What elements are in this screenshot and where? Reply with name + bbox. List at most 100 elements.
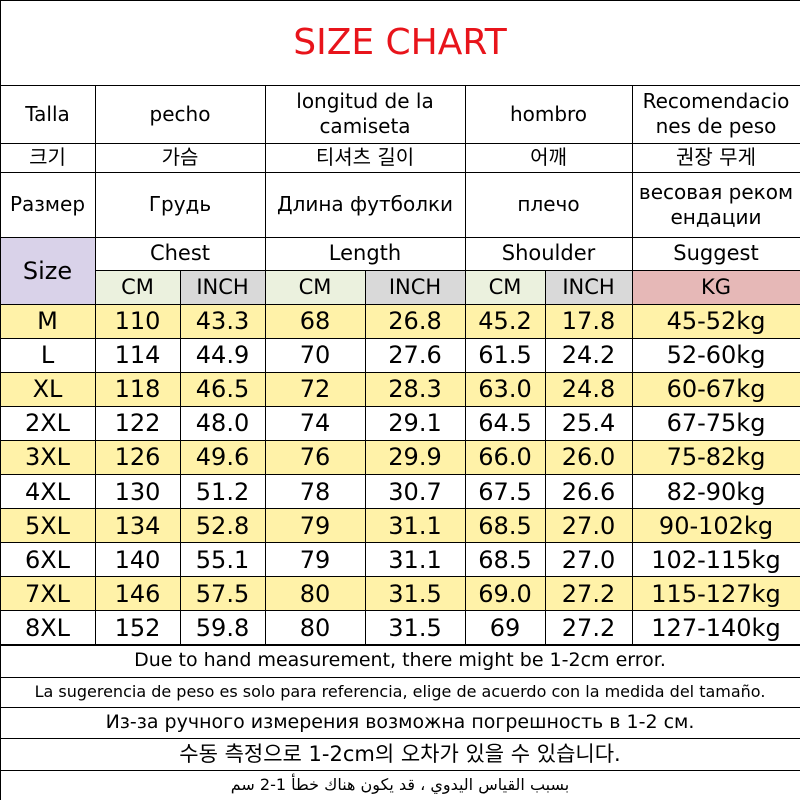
value-cell: 64.5: [464, 405, 546, 441]
header-cell: плечо: [464, 171, 633, 238]
header-cell: 어깨: [464, 142, 633, 173]
header-cell: Длина футболки: [264, 171, 466, 238]
value-cell: 67.5: [464, 474, 546, 510]
value-cell: 45.2: [464, 303, 546, 339]
unit-header: INCH: [544, 269, 633, 305]
value-cell: 51.2: [179, 474, 266, 510]
group-header: Length: [264, 236, 466, 271]
value-cell: 55.1: [179, 542, 266, 578]
value-cell: 102-115kg: [631, 542, 800, 578]
value-cell: 70: [264, 337, 366, 373]
value-cell: 134: [94, 508, 181, 544]
header-cell: Talla: [0, 84, 96, 144]
value-cell: 75-82kg: [631, 439, 800, 475]
header-cell: 가슴: [94, 142, 266, 173]
value-cell: 27.0: [544, 542, 633, 578]
value-cell: 28.3: [364, 371, 466, 407]
value-cell: 48.0: [179, 405, 266, 441]
value-cell: 74: [264, 405, 366, 441]
value-cell: 27.6: [364, 337, 466, 373]
value-cell: 79: [264, 542, 366, 578]
value-cell: 68: [264, 303, 366, 339]
value-cell: 49.6: [179, 439, 266, 475]
value-cell: 31.1: [364, 508, 466, 544]
value-cell: 57.5: [179, 576, 266, 612]
size-cell: 7XL: [0, 576, 96, 612]
value-cell: 67-75kg: [631, 405, 800, 441]
value-cell: 29.1: [364, 405, 466, 441]
value-cell: 30.7: [364, 474, 466, 510]
value-cell: 27.0: [544, 508, 633, 544]
header-cell: Грудь: [94, 171, 266, 238]
value-cell: 110: [94, 303, 181, 339]
value-cell: 82-90kg: [631, 474, 800, 510]
size-cell: 6XL: [0, 542, 96, 578]
value-cell: 29.9: [364, 439, 466, 475]
size-cell: L: [0, 337, 96, 373]
value-cell: 146: [94, 576, 181, 612]
value-cell: 25.4: [544, 405, 633, 441]
unit-header: CM: [94, 269, 181, 305]
value-cell: 44.9: [179, 337, 266, 373]
value-cell: 118: [94, 371, 181, 407]
value-cell: 68.5: [464, 542, 546, 578]
value-cell: 68.5: [464, 508, 546, 544]
note: 수동 측정으로 1-2cm의 오차가 있을 수 있습니다.: [0, 737, 800, 771]
header-cell: hombro: [464, 84, 633, 144]
note: Due to hand measurement, there might be …: [0, 644, 800, 678]
header-cell: 크기: [0, 142, 96, 173]
size-cell: 5XL: [0, 508, 96, 544]
header-cell: 티셔츠 길이: [264, 142, 466, 173]
value-cell: 45-52kg: [631, 303, 800, 339]
unit-header: INCH: [364, 269, 466, 305]
value-cell: 43.3: [179, 303, 266, 339]
value-cell: 26.0: [544, 439, 633, 475]
size-label: Size: [0, 236, 96, 305]
value-cell: 127-140kg: [631, 610, 800, 646]
value-cell: 76: [264, 439, 366, 475]
value-cell: 31.5: [364, 576, 466, 612]
value-cell: 26.6: [544, 474, 633, 510]
value-cell: 66.0: [464, 439, 546, 475]
value-cell: 24.2: [544, 337, 633, 373]
size-cell: M: [0, 303, 96, 339]
value-cell: 60-67kg: [631, 371, 800, 407]
value-cell: 90-102kg: [631, 508, 800, 544]
header-cell: longitud de la camiseta: [264, 84, 466, 144]
header-cell: весовая реком ендации: [631, 171, 800, 238]
size-cell: 3XL: [0, 439, 96, 475]
unit-header: CM: [464, 269, 546, 305]
header-cell: Размер: [0, 171, 96, 238]
title: SIZE CHART: [0, 0, 800, 86]
header-cell: Recomendacio nes de peso: [631, 84, 800, 144]
value-cell: 17.8: [544, 303, 633, 339]
value-cell: 46.5: [179, 371, 266, 407]
unit-header: INCH: [179, 269, 266, 305]
value-cell: 69: [464, 610, 546, 646]
value-cell: 63.0: [464, 371, 546, 407]
note: Из-за ручного измерения возможна погрешн…: [0, 706, 800, 739]
header-cell: 권장 무게: [631, 142, 800, 173]
header-cell: pecho: [94, 84, 266, 144]
value-cell: 31.5: [364, 610, 466, 646]
group-header: Suggest: [631, 236, 800, 271]
size-cell: 2XL: [0, 405, 96, 441]
value-cell: 152: [94, 610, 181, 646]
value-cell: 122: [94, 405, 181, 441]
unit-header: CM: [264, 269, 366, 305]
value-cell: 115-127kg: [631, 576, 800, 612]
group-header: Shoulder: [464, 236, 633, 271]
value-cell: 61.5: [464, 337, 546, 373]
value-cell: 52-60kg: [631, 337, 800, 373]
size-cell: 4XL: [0, 474, 96, 510]
value-cell: 140: [94, 542, 181, 578]
value-cell: 126: [94, 439, 181, 475]
value-cell: 24.8: [544, 371, 633, 407]
value-cell: 78: [264, 474, 366, 510]
value-cell: 79: [264, 508, 366, 544]
value-cell: 52.8: [179, 508, 266, 544]
value-cell: 114: [94, 337, 181, 373]
note: La sugerencia de peso es solo para refer…: [0, 676, 800, 708]
value-cell: 80: [264, 576, 366, 612]
